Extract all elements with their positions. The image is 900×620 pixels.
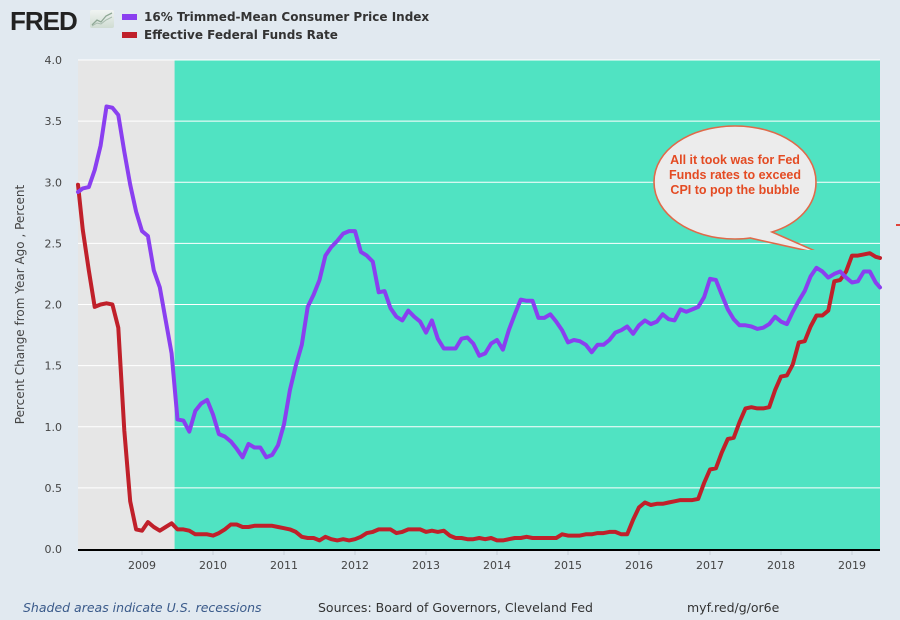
x-tick-label: 2010 bbox=[199, 559, 227, 572]
y-tick-label: 3.0 bbox=[45, 176, 63, 189]
series-cpi bbox=[76, 104, 882, 460]
x-tick-label: 2014 bbox=[483, 559, 511, 572]
sources-note: Sources: Board of Governors, Cleveland F… bbox=[318, 600, 593, 615]
x-tick-label: 2017 bbox=[696, 559, 724, 572]
y-tick-label: 2.0 bbox=[45, 299, 63, 312]
y-tick-label: 4.0 bbox=[45, 54, 63, 67]
fred-chart-icon bbox=[90, 10, 114, 28]
legend-label: Effective Federal Funds Rate bbox=[144, 28, 338, 42]
annotation-bubble bbox=[653, 125, 817, 250]
x-tick-label: 2016 bbox=[625, 559, 653, 572]
legend-item-fedfunds[interactable]: Effective Federal Funds Rate bbox=[122, 27, 429, 43]
annotation-marker bbox=[896, 224, 900, 226]
legend-swatch-fedfunds bbox=[122, 32, 137, 38]
y-tick-label: 2.5 bbox=[45, 237, 63, 250]
series-fedfunds bbox=[76, 182, 882, 543]
y-tick-label: 0.5 bbox=[45, 482, 63, 495]
legend: 16% Trimmed-Mean Consumer Price Index Ef… bbox=[122, 9, 429, 45]
legend-item-cpi[interactable]: 16% Trimmed-Mean Consumer Price Index bbox=[122, 9, 429, 25]
x-tick-label: 2011 bbox=[270, 559, 298, 572]
annotation-text: All it took was for Fed Funds rates to e… bbox=[669, 153, 801, 197]
x-tick-label: 2012 bbox=[341, 559, 369, 572]
short-url-link[interactable]: myf.red/g/or6e bbox=[687, 600, 780, 615]
x-tick-label: 2009 bbox=[128, 559, 156, 572]
fred-logo[interactable]: FRED bbox=[10, 6, 78, 36]
chart-header: FRED 16% Trimmed-Mean Consumer Price Ind… bbox=[0, 0, 900, 48]
y-tick-label: 0.0 bbox=[45, 543, 63, 556]
x-tick-label: 2018 bbox=[767, 559, 795, 572]
y-tick-label: 1.0 bbox=[45, 421, 63, 434]
y-axis-label: Percent Change from Year Ago , Percent bbox=[13, 184, 27, 424]
y-tick-label: 1.5 bbox=[45, 360, 63, 373]
y-tick-label: 3.5 bbox=[45, 115, 63, 128]
x-tick-label: 2015 bbox=[554, 559, 582, 572]
legend-label: 16% Trimmed-Mean Consumer Price Index bbox=[144, 10, 430, 24]
recession-note: Shaded areas indicate U.S. recessions bbox=[23, 600, 262, 615]
x-tick-label: 2013 bbox=[412, 559, 440, 572]
x-tick-label: 2019 bbox=[838, 559, 866, 572]
legend-swatch-cpi bbox=[122, 14, 137, 20]
